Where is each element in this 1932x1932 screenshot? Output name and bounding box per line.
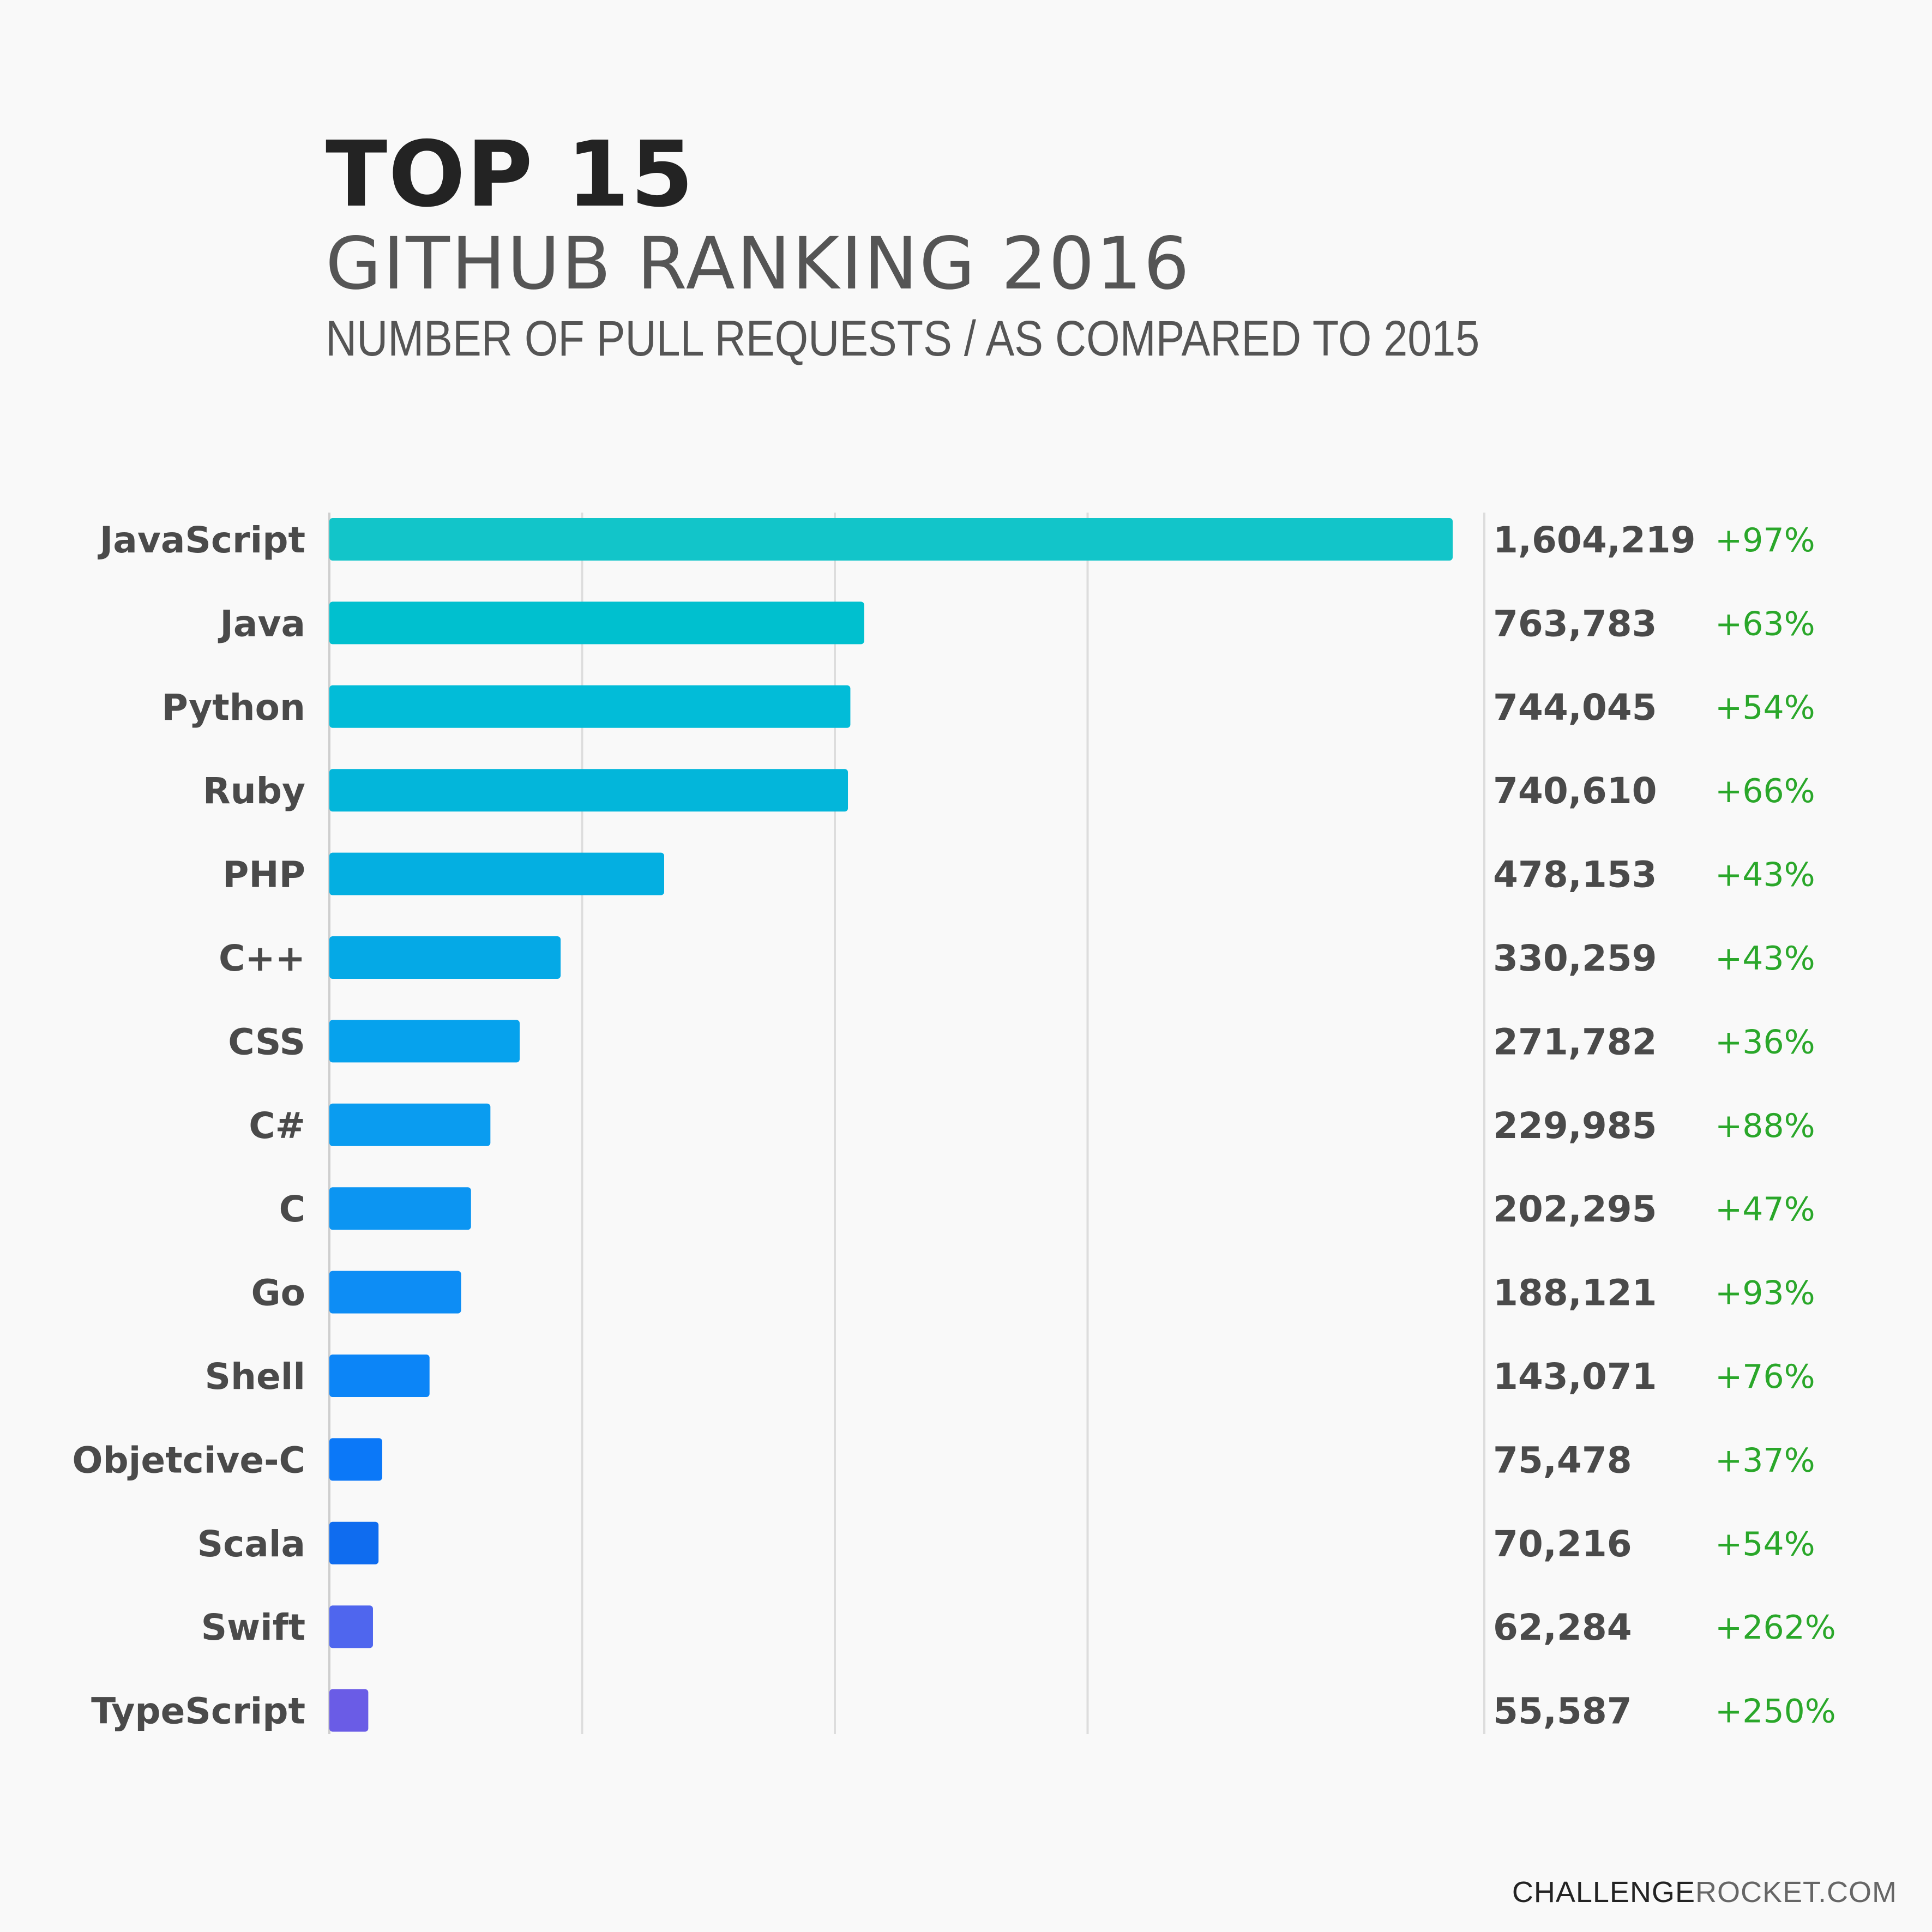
value-label: 70,216 <box>1493 1523 1632 1565</box>
category-label: Java <box>218 603 305 645</box>
change-label: +43% <box>1715 856 1815 894</box>
chart-title: TOP 15 <box>326 122 695 227</box>
category-label: C# <box>249 1105 305 1147</box>
bar-shell <box>329 1355 430 1397</box>
bar-c <box>329 1187 471 1230</box>
category-labels: JavaScript Java Python Ruby PHP C++ CSS C# C Go Sh… <box>72 519 305 1732</box>
bar-go <box>329 1271 461 1314</box>
value-label: 763,783 <box>1493 603 1657 645</box>
category-label: Objetcive-C <box>72 1439 305 1481</box>
change-label: +76% <box>1715 1358 1815 1396</box>
category-label: C++ <box>219 937 305 979</box>
bar-swift <box>329 1605 373 1648</box>
value-label: 478,153 <box>1493 854 1657 896</box>
value-label: 271,782 <box>1493 1021 1657 1063</box>
change-label: +66% <box>1715 772 1815 810</box>
bar-c- <box>329 1103 491 1146</box>
value-label: 55,587 <box>1493 1690 1632 1732</box>
bar-css <box>329 1020 520 1063</box>
value-labels: 1,604,219 763,783 744,045 740,610 478,153 330… <box>1493 519 1696 1732</box>
change-label: +63% <box>1715 605 1815 643</box>
change-label: +54% <box>1715 1525 1815 1563</box>
brand-light-text: ROCKET.COM <box>1695 1876 1897 1909</box>
bar-php <box>329 852 665 895</box>
brand-footer: CHALLENGEROCKET.COM <box>1512 1877 1897 1907</box>
chart-description: NUMBER OF PULL REQUESTS / AS COMPARED TO… <box>326 311 1480 366</box>
category-label: Shell <box>204 1356 305 1398</box>
value-label: 229,985 <box>1493 1105 1657 1147</box>
change-label: +250% <box>1715 1693 1836 1731</box>
bar-python <box>329 685 851 728</box>
category-label: Ruby <box>203 770 305 812</box>
bar-javascript <box>329 518 1453 561</box>
change-label: +43% <box>1715 940 1815 978</box>
chart-subtitle: GITHUB RANKING 2016 <box>326 222 1191 306</box>
change-label: +37% <box>1715 1441 1815 1479</box>
value-label: 1,604,219 <box>1493 519 1696 561</box>
category-label: Python <box>162 687 305 729</box>
category-label: Go <box>251 1272 305 1314</box>
change-label: +54% <box>1715 689 1815 727</box>
value-label: 330,259 <box>1493 937 1657 979</box>
change-label: +36% <box>1715 1023 1815 1061</box>
bar-scala <box>329 1521 379 1564</box>
category-label: Scala <box>197 1523 305 1565</box>
change-label: +262% <box>1715 1609 1836 1647</box>
category-label: JavaScript <box>98 519 305 561</box>
value-label: 62,284 <box>1493 1606 1632 1648</box>
category-label: CSS <box>228 1021 305 1063</box>
brand-dark-text: CHALLENGE <box>1512 1876 1695 1909</box>
bars <box>329 518 1453 1732</box>
category-label: C <box>279 1188 305 1230</box>
category-label: Swift <box>201 1606 305 1648</box>
change-labels: +97% +63% +54% +66% +43% +43% +36% +88% +47% +93%… <box>1715 521 1836 1731</box>
value-label: 188,121 <box>1493 1272 1657 1314</box>
change-label: +47% <box>1715 1190 1815 1229</box>
value-label: 143,071 <box>1493 1356 1657 1398</box>
change-label: +88% <box>1715 1107 1815 1145</box>
bar-ruby <box>329 769 848 812</box>
bar-typescript <box>329 1689 369 1732</box>
value-label: 202,295 <box>1493 1188 1657 1230</box>
category-label: TypeScript <box>91 1690 305 1732</box>
bar-java <box>329 601 864 645</box>
value-label: 740,610 <box>1493 770 1657 812</box>
value-label: 744,045 <box>1493 687 1657 729</box>
category-label: PHP <box>222 854 305 896</box>
bar-c- <box>329 936 561 979</box>
change-label: +97% <box>1715 521 1815 559</box>
bar-objetcive-c <box>329 1438 382 1481</box>
change-label: +93% <box>1715 1274 1815 1313</box>
value-label: 75,478 <box>1493 1439 1632 1481</box>
